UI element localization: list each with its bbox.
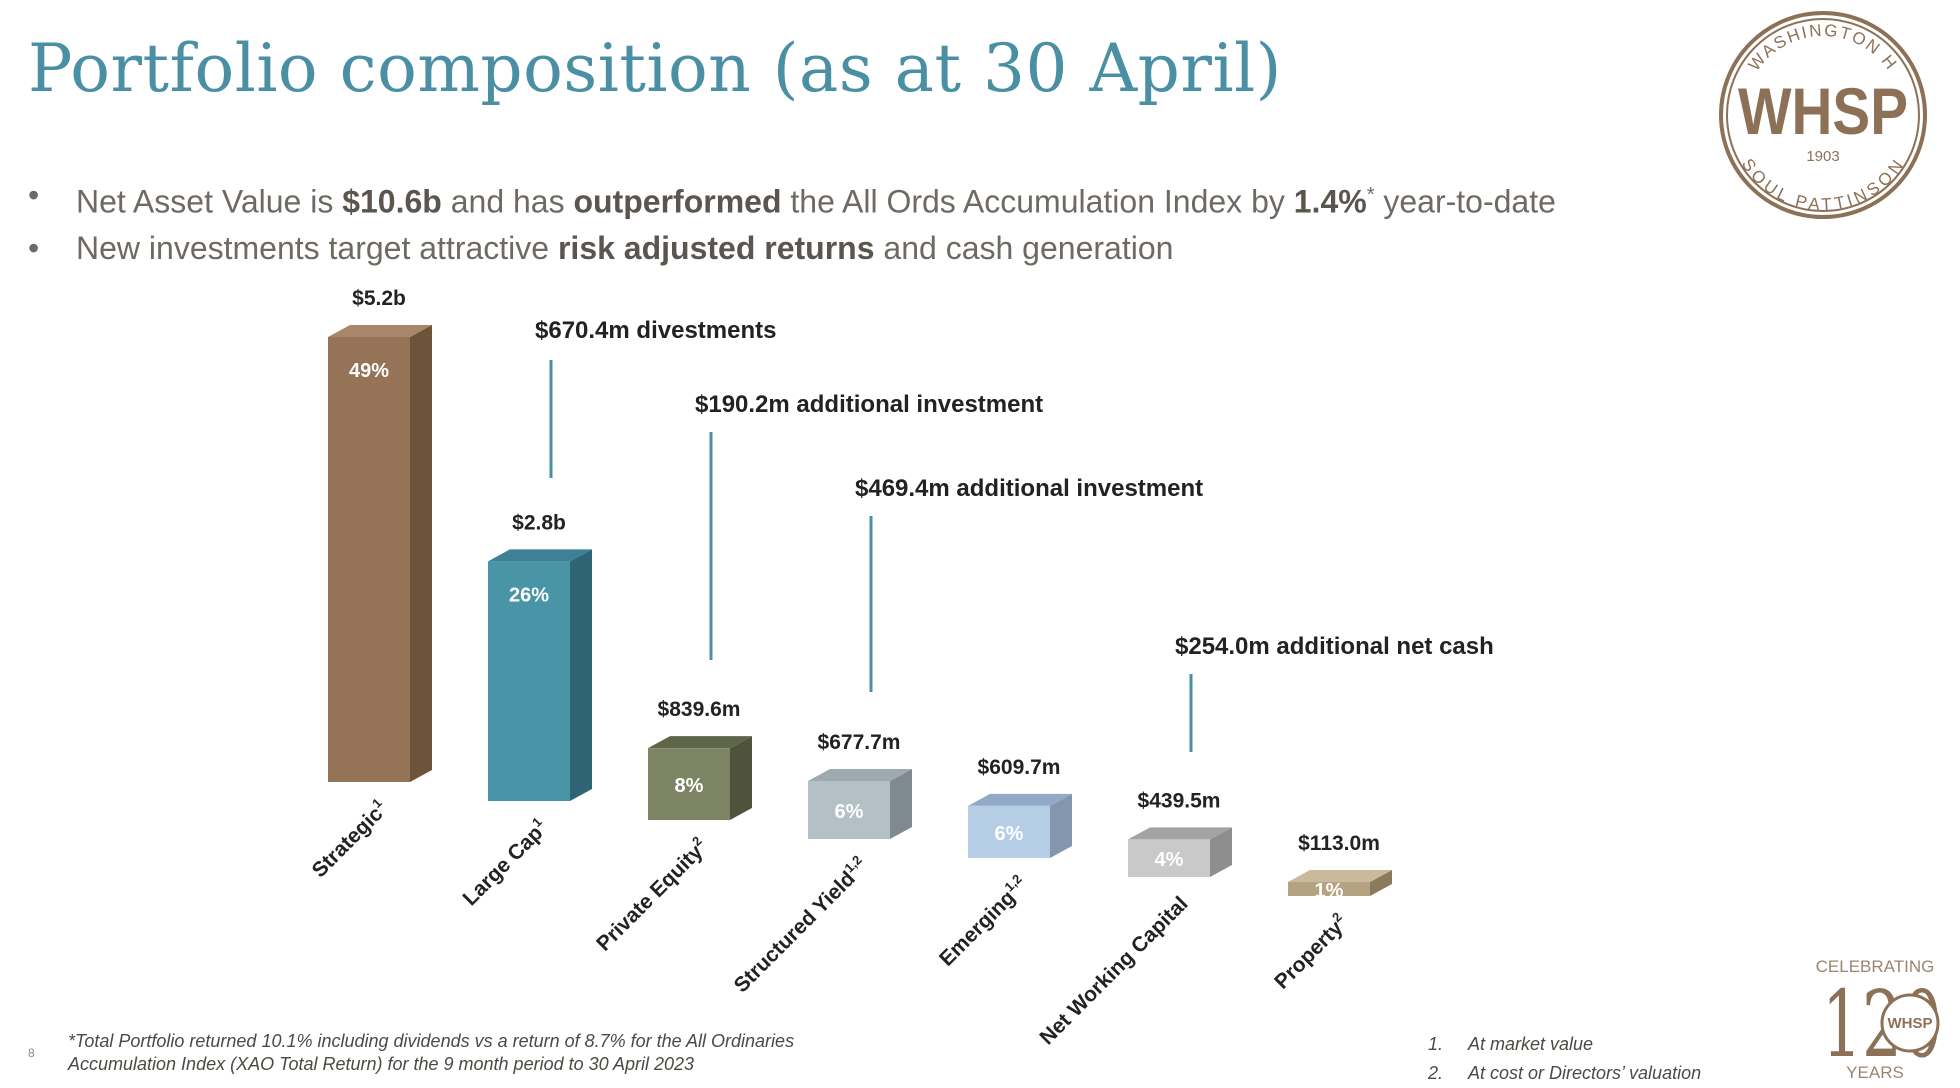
category-label-private-equity: Private Equity2	[590, 833, 713, 956]
bullet-1-segment: and has	[441, 183, 574, 220]
category-label-structured-yield: Structured Yield1,2	[727, 852, 872, 997]
bar-top-structured-yield	[808, 769, 912, 782]
category-label-large-cap: Large Cap1	[456, 814, 552, 910]
bullet-2-segment: risk adjusted returns	[557, 229, 875, 266]
value-label-property: $113.0m	[1298, 832, 1380, 855]
bar-side-net-working-capital	[1210, 827, 1232, 877]
bullet-1-segment: year-to-date	[1374, 183, 1556, 220]
annotation-layer: $670.4m divestments $190.2m additional in…	[535, 317, 1494, 752]
bar-side-private-equity	[730, 736, 752, 820]
value-label-large-cap: $2.8b	[512, 511, 566, 534]
bar-property	[1288, 882, 1370, 896]
value-label-strategic: $5.2b	[352, 287, 406, 310]
note-1: 1. At market value	[1428, 1034, 1594, 1054]
bar-top-strategic	[328, 325, 432, 337]
bar-emerging	[968, 805, 1050, 858]
bar-large-cap	[488, 561, 570, 801]
annotation-1-label: $670.4m divestments	[535, 317, 776, 344]
bullet-1-segment: outperformed	[573, 183, 782, 220]
valuation-notes: 1. At market value 2. At cost or Directors…	[1428, 1030, 1701, 1088]
value-label-net-working-capital: $439.5m	[1138, 789, 1221, 812]
value-label-emerging: $609.7m	[978, 756, 1061, 779]
bar-side-structured-yield	[890, 769, 912, 839]
bullet-1-segment: 1.4%	[1293, 183, 1367, 220]
footnote-line-2: Accumulation Index (XAO Total Return) fo…	[68, 1054, 695, 1074]
value-label-structured-yield: $677.7m	[818, 731, 901, 754]
bar-side-emerging	[1050, 793, 1072, 858]
summary-bullets: Net Asset Value is $10.6b and has outper…	[28, 172, 1556, 271]
svg-text:WHSP: WHSP	[1738, 74, 1908, 148]
bullet-2-segment: and cash generation	[874, 229, 1174, 266]
bar-top-net-working-capital	[1128, 827, 1232, 840]
category-label-net-working-capital: Net Working Capital	[1035, 892, 1192, 1049]
bar-top-large-cap	[488, 549, 592, 562]
percent-label-strategic: 49%	[349, 360, 389, 382]
bullet-1-segment: $10.6b	[342, 183, 442, 220]
whsp-seal-logo: WASHINGTON H SOUL PATTINSON WHSP 1903	[1719, 11, 1927, 219]
category-label-strategic: Strategic1	[305, 795, 392, 882]
bullet-nav: Net Asset Value is $10.6b and has outper…	[28, 172, 1556, 225]
bar-top-emerging	[968, 793, 1072, 806]
bar-side-large-cap	[570, 549, 592, 801]
bar-structured-yield	[808, 781, 890, 839]
footnote: *Total Portfolio returned 10.1% includin…	[68, 1030, 794, 1076]
bullet-new-investments: New investments target attractive risk a…	[28, 225, 1556, 271]
page-number: 8	[28, 1046, 35, 1060]
note-2: 2. At cost or Directors’ valuation	[1428, 1063, 1702, 1083]
category-label-emerging: Emerging1,2	[933, 871, 1033, 971]
bar-side-property	[1370, 870, 1392, 896]
bar-top-property	[1288, 870, 1392, 882]
percent-label-structured-yield: 6%	[835, 801, 864, 823]
page-title: Portfolio composition (as at 30 April)	[28, 30, 1282, 107]
svg-text:YEARS: YEARS	[1846, 1063, 1904, 1082]
percent-label-net-working-capital: 4%	[1155, 849, 1184, 871]
bar-layer	[328, 325, 1392, 896]
celebrating-120-years-logo: CELEBRATING 120 WHSP YEARS	[1816, 957, 1942, 1082]
footnote-line-1: *Total Portfolio returned 10.1% includin…	[68, 1031, 795, 1051]
percent-label-private-equity: 8%	[675, 775, 704, 797]
bar-top-private-equity	[648, 736, 752, 749]
annotation-4-label: $254.0m additional net cash	[1175, 633, 1494, 660]
percent-label-emerging: 6%	[995, 823, 1024, 845]
svg-text:CELEBRATING: CELEBRATING	[1816, 957, 1935, 976]
annotation-2-label: $190.2m additional investment	[695, 391, 1043, 418]
bullet-1-segment: Net Asset Value is	[76, 183, 343, 220]
category-label-property: Property2	[1268, 909, 1353, 994]
percent-label-property: 1%	[1315, 880, 1344, 902]
bar-private-equity	[648, 748, 730, 820]
annotation-3-label: $469.4m additional investment	[855, 475, 1203, 502]
bar-strategic	[328, 337, 410, 782]
value-label-private-equity: $839.6m	[658, 698, 741, 721]
bar-net-working-capital	[1128, 839, 1210, 877]
bar-side-strategic	[410, 325, 432, 782]
svg-text:1903: 1903	[1806, 148, 1839, 165]
svg-text:WHSP: WHSP	[1888, 1015, 1933, 1032]
percent-label-large-cap: 26%	[509, 584, 549, 606]
bullet-1-segment: *	[1366, 184, 1375, 206]
bullet-2-segment: New investments target attractive	[76, 229, 558, 266]
bullet-1-segment: the All Ords Accumulation Index by	[781, 183, 1294, 220]
